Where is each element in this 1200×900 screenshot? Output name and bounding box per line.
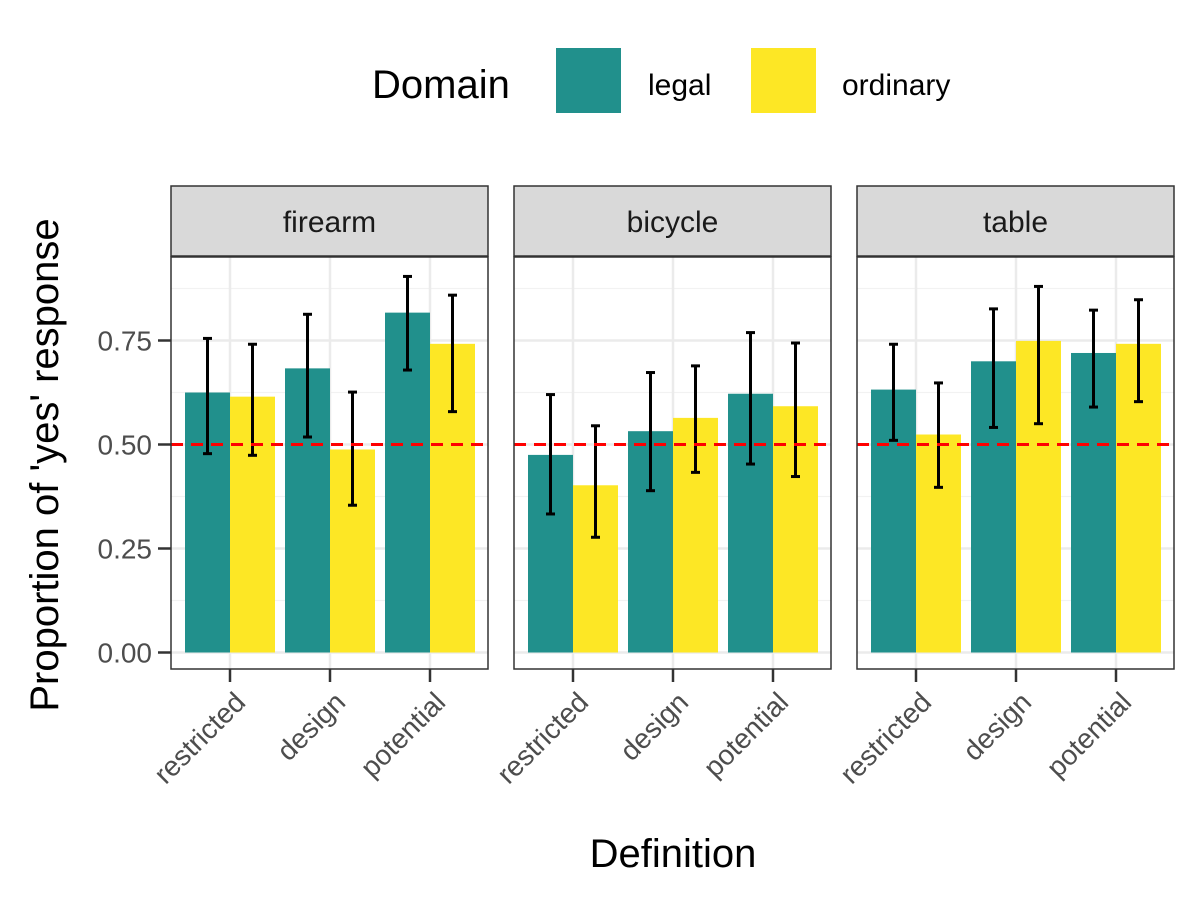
legend-label-legal: legal — [648, 69, 711, 102]
x-axis-title: Definition — [590, 832, 757, 876]
error-bar-legal-potential — [746, 331, 755, 466]
error-bar-legal-design — [646, 371, 655, 493]
y-axis: 0.00 0.25 0.50 0.75 — [98, 326, 171, 669]
error-bar-ordinary-design — [691, 364, 700, 474]
error-bar-ordinary-design — [1034, 284, 1043, 426]
x-tick-label: restricted — [834, 686, 937, 789]
x-tick-label: design — [614, 686, 694, 766]
error-bar-legal-potential — [1089, 308, 1098, 409]
error-bar-ordinary-restricted — [934, 381, 943, 489]
facet-table: table restricted design potential — [834, 185, 1175, 790]
x-tick-label: restricted — [491, 686, 594, 789]
facet-strip-label: table — [983, 206, 1048, 239]
legend-title: Domain — [372, 63, 510, 107]
x-tick-label: potential — [354, 686, 451, 783]
error-bar-legal-design — [989, 307, 998, 429]
legend-label-ordinary: ordinary — [842, 69, 950, 102]
x-tick-label: design — [271, 686, 351, 766]
facet-strip — [513, 185, 832, 257]
legend: Domain legal ordinary — [372, 48, 950, 113]
y-axis-title: Proportion of 'yes' response — [23, 218, 67, 711]
facet-strip — [856, 185, 1175, 257]
x-tick-label: potential — [697, 686, 794, 783]
y-tick-label: 0.75 — [98, 326, 153, 357]
facet-strip-label: bicycle — [627, 206, 719, 239]
y-tick-label: 0.25 — [98, 534, 153, 565]
error-bar-legal-potential — [403, 274, 412, 372]
y-tick-label: 0.00 — [98, 638, 153, 669]
facet-firearm: firearm restricted design potential — [148, 185, 489, 790]
facet-strip — [170, 185, 489, 257]
error-bar-legal-restricted — [546, 393, 555, 516]
x-tick-label: design — [957, 686, 1037, 766]
x-tick-label: restricted — [148, 686, 251, 789]
facet-strip-label: firearm — [283, 206, 376, 239]
error-bar-ordinary-potential — [791, 341, 800, 479]
y-tick-label: 0.50 — [98, 430, 153, 461]
x-tick-label: potential — [1040, 686, 1137, 783]
legend-key-ordinary — [751, 48, 816, 113]
legend-key-legal — [556, 48, 621, 113]
error-bar-legal-restricted — [203, 336, 212, 456]
error-bar-ordinary-restricted — [248, 342, 257, 457]
error-bar-legal-design — [303, 312, 312, 439]
error-bar-ordinary-design — [348, 390, 357, 507]
error-bar-legal-restricted — [889, 342, 898, 442]
facet-bicycle: bicycle restricted design potential — [491, 185, 832, 790]
error-bar-ordinary-potential — [448, 293, 457, 414]
error-bar-ordinary-potential — [1134, 298, 1143, 404]
